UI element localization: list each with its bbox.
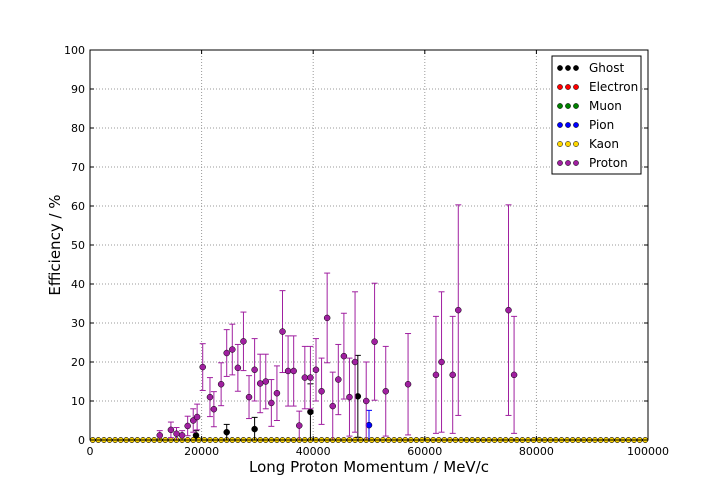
- legend-label: Pion: [589, 118, 614, 132]
- proton-point: [438, 358, 445, 366]
- proton-point: [340, 352, 348, 360]
- proton-point: [256, 380, 264, 387]
- ghost-point: [192, 432, 200, 439]
- x-axis-label: Long Proton Momentum / MeV/c: [249, 458, 489, 476]
- y-tick-label: 100: [64, 44, 85, 57]
- proton-point: [251, 366, 258, 374]
- proton-point: [184, 422, 191, 430]
- proton-point: [296, 422, 303, 429]
- legend-marker: [565, 160, 571, 166]
- proton-point: [245, 393, 253, 401]
- proton-point: [199, 363, 206, 371]
- proton-point: [178, 432, 186, 439]
- x-tick-label: 100000: [627, 445, 669, 458]
- proton-point: [290, 367, 297, 375]
- ghost-point: [251, 425, 258, 433]
- y-tick-label: 30: [71, 317, 85, 330]
- legend-marker: [573, 141, 579, 147]
- proton-point: [323, 314, 331, 322]
- proton-point: [173, 430, 180, 438]
- proton-point: [318, 388, 325, 395]
- proton-point: [432, 371, 440, 379]
- x-tick-label: 80000: [519, 445, 554, 458]
- legend-label: Electron: [589, 80, 638, 94]
- y-axis-label: Efficiency / %: [46, 194, 64, 295]
- proton-point: [382, 388, 389, 395]
- proton-point: [404, 380, 412, 388]
- proton-point: [307, 374, 314, 381]
- y-tick-label: 90: [71, 83, 85, 96]
- proton-point: [206, 393, 214, 401]
- axes: 0 20000 40000 60000 80000 100000 0 10 20 30 40 50 60…: [64, 44, 669, 458]
- legend-marker: [557, 84, 563, 90]
- legend-marker: [557, 103, 563, 109]
- legend-label: Ghost: [589, 61, 624, 75]
- legend-label: Kaon: [589, 137, 619, 151]
- x-tick-label: 20000: [184, 445, 219, 458]
- proton-point: [312, 366, 320, 374]
- proton-point: [234, 364, 242, 372]
- legend-marker: [557, 65, 563, 71]
- proton-point: [210, 405, 218, 413]
- legend-marker: [573, 160, 579, 166]
- proton-point: [362, 397, 370, 405]
- legend-marker: [557, 122, 563, 128]
- y-tick-label: 40: [71, 278, 85, 291]
- legend-label: Proton: [589, 156, 628, 170]
- proton-point: [156, 432, 163, 439]
- proton-point: [346, 393, 353, 401]
- proton-point: [284, 367, 292, 375]
- y-tick-label: 70: [71, 161, 85, 174]
- x-tick-label: 0: [87, 445, 94, 458]
- legend-marker: [565, 141, 571, 147]
- proton-point: [273, 389, 281, 397]
- proton-point: [351, 358, 359, 366]
- proton-point: [217, 380, 225, 388]
- y-tick-label: 10: [71, 395, 85, 408]
- proton-point: [279, 328, 286, 335]
- proton-point: [329, 402, 336, 410]
- proton-point: [240, 338, 247, 345]
- proton-point: [167, 426, 175, 434]
- y-tick-label: 0: [78, 434, 85, 447]
- legend-marker: [573, 65, 579, 71]
- legend-marker: [573, 84, 579, 90]
- proton-point: [229, 346, 236, 353]
- proton-point: [301, 374, 309, 381]
- legend-marker: [565, 103, 571, 109]
- y-tick-label: 20: [71, 356, 85, 369]
- proton-point: [455, 306, 462, 314]
- proton-point: [449, 371, 456, 379]
- legend-box: [551, 55, 642, 175]
- legend-marker: [565, 65, 571, 71]
- ghost-point: [354, 393, 362, 400]
- legend-marker: [565, 122, 571, 128]
- x-tick-label: 60000: [407, 445, 442, 458]
- pion-point: [365, 421, 373, 429]
- legend-marker: [557, 160, 563, 166]
- proton-point: [371, 338, 378, 345]
- proton-point: [335, 376, 342, 383]
- y-tick-label: 60: [71, 200, 85, 213]
- legend-marker: [565, 84, 571, 90]
- x-tick-label: 40000: [296, 445, 331, 458]
- proton-point: [510, 371, 518, 379]
- proton-point: [505, 306, 512, 314]
- y-tick-label: 50: [71, 239, 85, 252]
- ghost-point: [307, 408, 314, 416]
- legend-label: Muon: [589, 99, 622, 113]
- ghost-point: [223, 428, 230, 436]
- proton-point: [223, 349, 230, 357]
- proton-point: [193, 413, 201, 421]
- proton-point: [268, 399, 275, 407]
- legend: Ghost Electron Muon Pion Kaon Proton: [551, 55, 642, 175]
- proton-point: [262, 378, 270, 385]
- legend-marker: [573, 103, 579, 109]
- legend-marker: [557, 141, 563, 147]
- legend-marker: [573, 122, 579, 128]
- y-tick-label: 80: [71, 122, 85, 135]
